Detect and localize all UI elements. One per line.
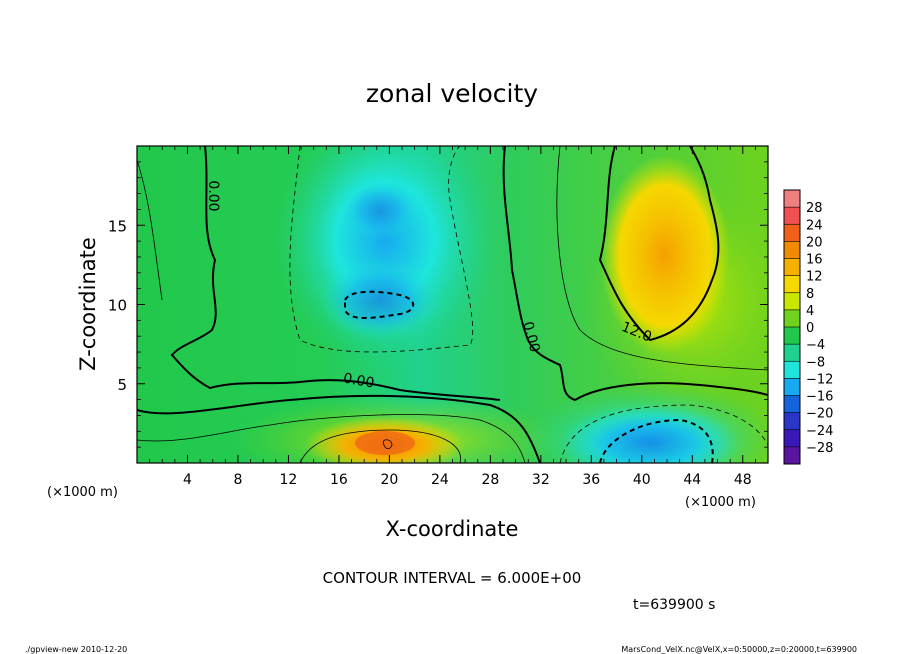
colorbar-swatch [784,241,800,259]
colorbar-label: −16 [806,390,833,405]
x-tick-label: 28 [481,472,499,488]
colorbar-label: −28 [806,441,833,456]
x-tick-label: 24 [431,472,449,488]
x-tick-label: 32 [532,472,550,488]
time-text: t=639900 s [633,597,715,613]
x-tick-label: 44 [683,472,701,488]
colorbar-label: −20 [806,407,833,422]
colorbar-label: 16 [806,253,823,268]
chart-title: zonal velocity [366,79,538,108]
colorbar-label: −12 [806,372,833,387]
x-tick-label: 48 [734,472,752,488]
x-tick-label: 36 [582,472,600,488]
contour-lines [137,146,768,463]
colorbar: 28 24 20 16 12 8 4 0 −4 −8 −12 −16 −20 −24 −28 [783,189,833,465]
colorbar-swatch [784,327,800,345]
y-tick-label: 10 [108,297,127,315]
y-axis-label: Z-coordinate [76,237,100,371]
colorbar-swatch [784,190,800,208]
contour-label: 0.00 [342,370,375,391]
colorbar-label: 4 [806,304,814,319]
x-tick-label: 4 [183,472,192,488]
x-tick-label: 16 [330,472,348,488]
colorbar-label: 0 [806,321,814,336]
colorbar-swatch [784,361,800,379]
footer-left: ./gpview-new 2010-12-20 [25,645,127,654]
y-axis-ticks: 5 10 15 [108,161,768,448]
colorbar-label: −4 [806,338,825,353]
colorbar-swatch [784,292,800,311]
colorbar-swatch [784,275,800,294]
footer-right: MarsCond_VelX.nc@VelX,x=0:50000,z=0:2000… [621,645,857,654]
x-unit-label-left: (×1000 m) [47,485,118,500]
contour-label: 0.00 [519,320,543,354]
colorbar-swatch [784,446,800,465]
colorbar-label: 24 [806,218,823,233]
colorbar-swatch [784,429,800,448]
x-axis-label: X-coordinate [386,517,519,541]
colorbar-label: 28 [806,201,823,216]
colorbar-swatch [784,344,800,362]
colorbar-label: 20 [806,235,823,250]
colorbar-swatch [784,395,800,414]
x-tick-label: 12 [280,472,298,488]
colorbar-swatch [784,378,800,396]
colorbar-label: −24 [806,424,833,439]
colorbar-label: 12 [806,270,823,285]
x-axis-ticks: 4 8 12 16 20 24 28 32 36 40 44 48 [149,146,756,488]
contour-interval-text: CONTOUR INTERVAL = 6.000E+00 [323,569,582,587]
colorbar-swatch [784,309,800,328]
y-tick-label: 15 [108,217,127,235]
x-tick-label: 8 [233,472,242,488]
colorbar-swatch [784,412,800,431]
contour-label: 0.00 [205,180,221,211]
x-tick-label: 20 [380,472,398,488]
y-tick-label: 5 [117,376,127,394]
x-tick-label: 40 [633,472,651,488]
colorbar-swatch [784,258,800,277]
colorbar-label: 8 [806,287,814,302]
colorbar-label: −8 [806,355,825,370]
colorbar-swatch [784,224,800,242]
colorbar-swatch [784,207,800,225]
plot-field [137,146,768,463]
x-unit-label-right: (×1000 m) [685,495,756,510]
